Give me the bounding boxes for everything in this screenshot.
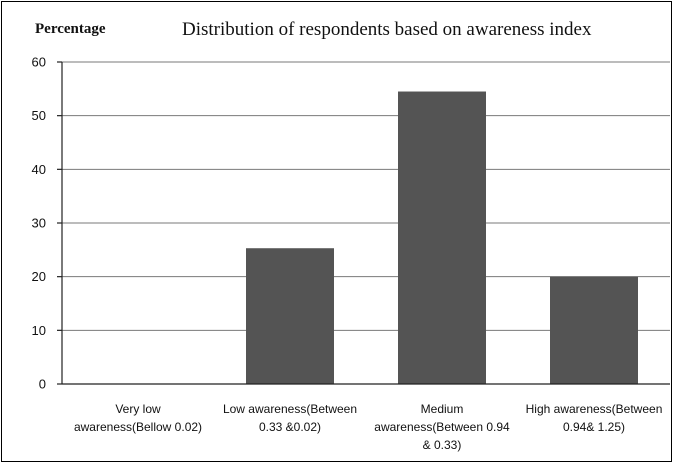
x-category-label: High awareness(Between 0.94& 1.25) xyxy=(526,402,663,434)
bar xyxy=(246,248,334,384)
y-tick-label: 30 xyxy=(32,216,46,231)
y-tick-label: 40 xyxy=(32,162,46,177)
y-ticks: 0 10 20 30 40 50 60 xyxy=(32,55,62,392)
y-tick-label: 50 xyxy=(32,108,46,123)
x-category-label: Very low awareness(Bellow 0.02) xyxy=(74,402,202,434)
x-category-label: Low awareness(Between 0.33 &0.02) xyxy=(223,402,357,434)
chart-title: Distribution of respondents based on awa… xyxy=(182,19,592,40)
y-tick-label: 10 xyxy=(32,323,46,338)
bars xyxy=(246,91,638,385)
x-categories: Very low awareness(Bellow 0.02) Low awaren… xyxy=(74,402,662,452)
y-tick-label: 20 xyxy=(32,269,46,284)
y-tick-label: 0 xyxy=(39,377,46,392)
y-axis-title: Percentage xyxy=(35,21,106,37)
bar xyxy=(550,276,638,384)
x-category-label: Medium awareness(Between 0.94 & 0.33) xyxy=(374,402,510,452)
bar xyxy=(398,91,486,385)
y-tick-label: 60 xyxy=(32,55,46,70)
